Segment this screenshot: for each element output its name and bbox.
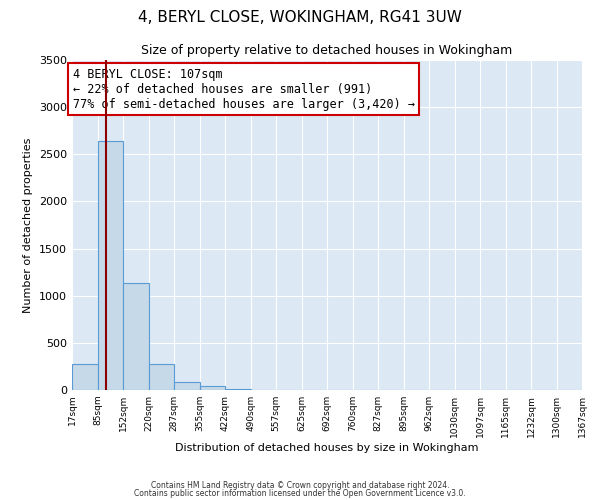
Text: Contains HM Land Registry data © Crown copyright and database right 2024.: Contains HM Land Registry data © Crown c… — [151, 481, 449, 490]
Bar — [72, 364, 98, 390]
Bar — [98, 141, 123, 390]
Bar — [149, 364, 174, 390]
Text: Contains public sector information licensed under the Open Government Licence v3: Contains public sector information licen… — [134, 488, 466, 498]
Text: 4, BERYL CLOSE, WOKINGHAM, RG41 3UW: 4, BERYL CLOSE, WOKINGHAM, RG41 3UW — [138, 10, 462, 25]
Bar — [123, 282, 149, 390]
Bar — [200, 386, 225, 390]
Y-axis label: Number of detached properties: Number of detached properties — [23, 138, 34, 312]
X-axis label: Distribution of detached houses by size in Wokingham: Distribution of detached houses by size … — [175, 442, 479, 452]
Bar — [174, 382, 200, 390]
Title: Size of property relative to detached houses in Wokingham: Size of property relative to detached ho… — [142, 44, 512, 58]
Text: 4 BERYL CLOSE: 107sqm
← 22% of detached houses are smaller (991)
77% of semi-det: 4 BERYL CLOSE: 107sqm ← 22% of detached … — [73, 68, 415, 110]
Bar — [225, 389, 251, 390]
